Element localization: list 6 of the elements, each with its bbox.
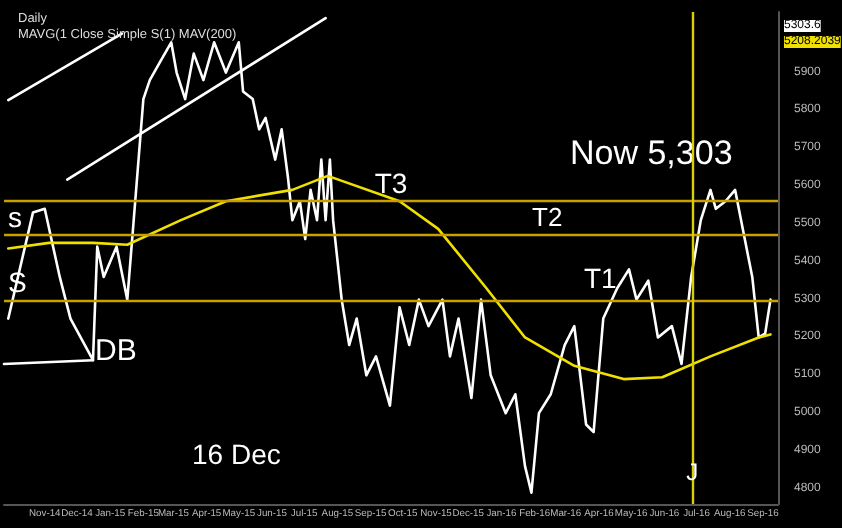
annotation: DB bbox=[94, 334, 137, 369]
ref-line-label: s bbox=[8, 201, 22, 234]
annotation: T1 bbox=[584, 262, 618, 294]
annotation: T2 bbox=[532, 202, 563, 232]
ref-line-label: T3 bbox=[374, 167, 408, 200]
annotation: 16 Dec bbox=[192, 438, 281, 470]
